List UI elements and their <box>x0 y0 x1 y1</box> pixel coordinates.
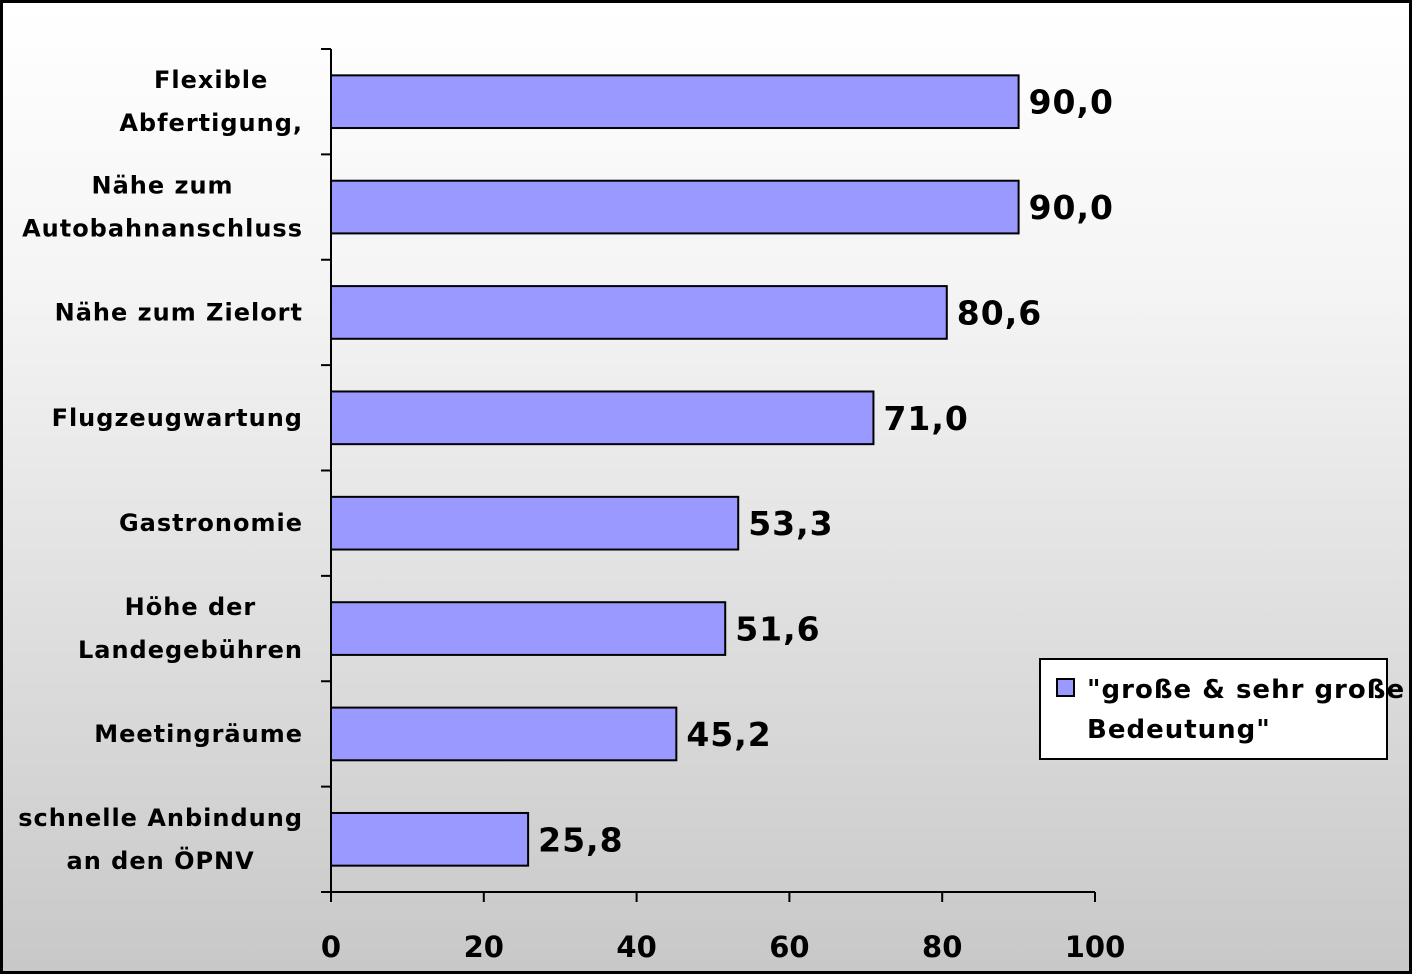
bar <box>330 285 948 340</box>
data-label: 45,2 <box>686 715 771 754</box>
bar-chart: 90,0 90,0 80,6 71,0 53,3 51,6 45,2 25,8 Flexibl… <box>18 48 1405 964</box>
data-label: 90,0 <box>1029 83 1114 122</box>
legend: "große & sehr große Bedeutung" <box>1039 658 1405 760</box>
data-label: 71,0 <box>883 399 968 438</box>
legend-swatch <box>1056 678 1075 697</box>
bars-group: 90,0 90,0 80,6 71,0 53,3 51,6 45,2 25,8 <box>330 74 1114 867</box>
bar <box>330 74 1020 130</box>
category-label: Höhe der Landegebühren <box>78 593 303 664</box>
bar <box>330 390 875 446</box>
category-label: schnelle Anbindung an den ÖPNV <box>18 804 303 875</box>
data-label: 80,6 <box>957 293 1042 332</box>
bar <box>330 706 678 762</box>
x-tick-label: 80 <box>922 930 962 964</box>
data-label: 90,0 <box>1029 188 1114 227</box>
category-label: Meetingräume <box>94 720 303 748</box>
data-label: 25,8 <box>538 820 623 859</box>
x-tick-label: 60 <box>769 930 809 964</box>
x-tick-label: 100 <box>1065 930 1126 964</box>
category-label: Nähe zum Autobahnanschluss <box>22 172 303 243</box>
bar <box>330 179 1020 235</box>
legend-box <box>1039 658 1388 760</box>
bar <box>330 495 740 551</box>
category-label: Flugzeugwartung <box>52 404 303 432</box>
x-tick-label: 0 <box>321 930 341 964</box>
x-tick-label: 20 <box>464 930 504 964</box>
bar <box>330 601 727 656</box>
data-label: 51,6 <box>735 610 820 649</box>
category-label: Gastronomie <box>119 509 303 537</box>
category-label: Nähe zum Zielort <box>55 298 303 326</box>
data-label: 53,3 <box>748 504 833 543</box>
axes-group: Flexible Abfertigung, Nähe zum Autobahnansc… <box>18 48 1126 964</box>
legend-label: "große & sehr große Bedeutung" <box>1087 675 1405 745</box>
bar <box>330 811 530 867</box>
x-tick-label: 40 <box>616 930 656 964</box>
category-label: Flexible Abfertigung, <box>119 66 303 137</box>
